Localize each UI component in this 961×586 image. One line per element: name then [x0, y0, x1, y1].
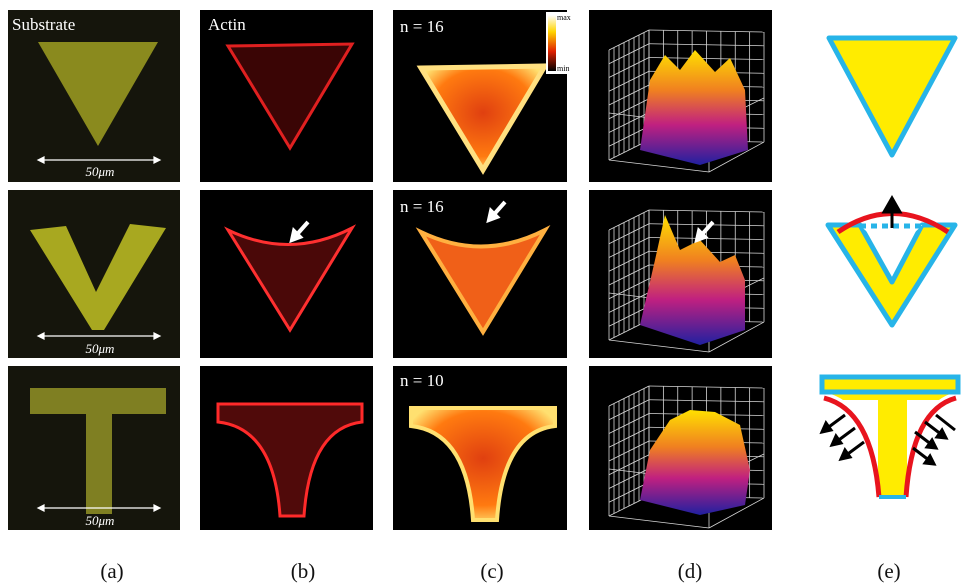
count-label: n = 16	[400, 197, 444, 216]
average-column: n = 16 n = 16 n = 10 max min	[393, 10, 571, 530]
scale-bar-label: 50μm	[86, 513, 115, 528]
caption: (d)	[678, 559, 703, 583]
caption: (e)	[877, 559, 900, 583]
colorbar-min: min	[557, 64, 569, 73]
figure: Substrate 50μm 50μm 50μm Actin n = 16 n …	[0, 0, 961, 586]
caption: (b)	[291, 559, 316, 583]
actin-column: Actin	[200, 10, 373, 530]
count-label: n = 16	[400, 17, 444, 36]
surface-column	[589, 10, 772, 530]
schematic-top	[822, 377, 958, 392]
caption: (c)	[480, 559, 503, 583]
substrate-column: Substrate 50μm 50μm 50μm	[8, 10, 180, 530]
scale-bar-label: 50μm	[86, 164, 115, 179]
schematic-column	[822, 38, 958, 497]
colorbar	[548, 15, 556, 71]
colorbar-max: max	[557, 13, 571, 22]
count-label: n = 10	[400, 371, 444, 390]
schematic-triangle	[829, 38, 955, 155]
column-label: Substrate	[12, 15, 75, 34]
caption: (a)	[100, 559, 123, 583]
column-label: Actin	[208, 15, 246, 34]
scale-bar-label: 50μm	[86, 341, 115, 356]
